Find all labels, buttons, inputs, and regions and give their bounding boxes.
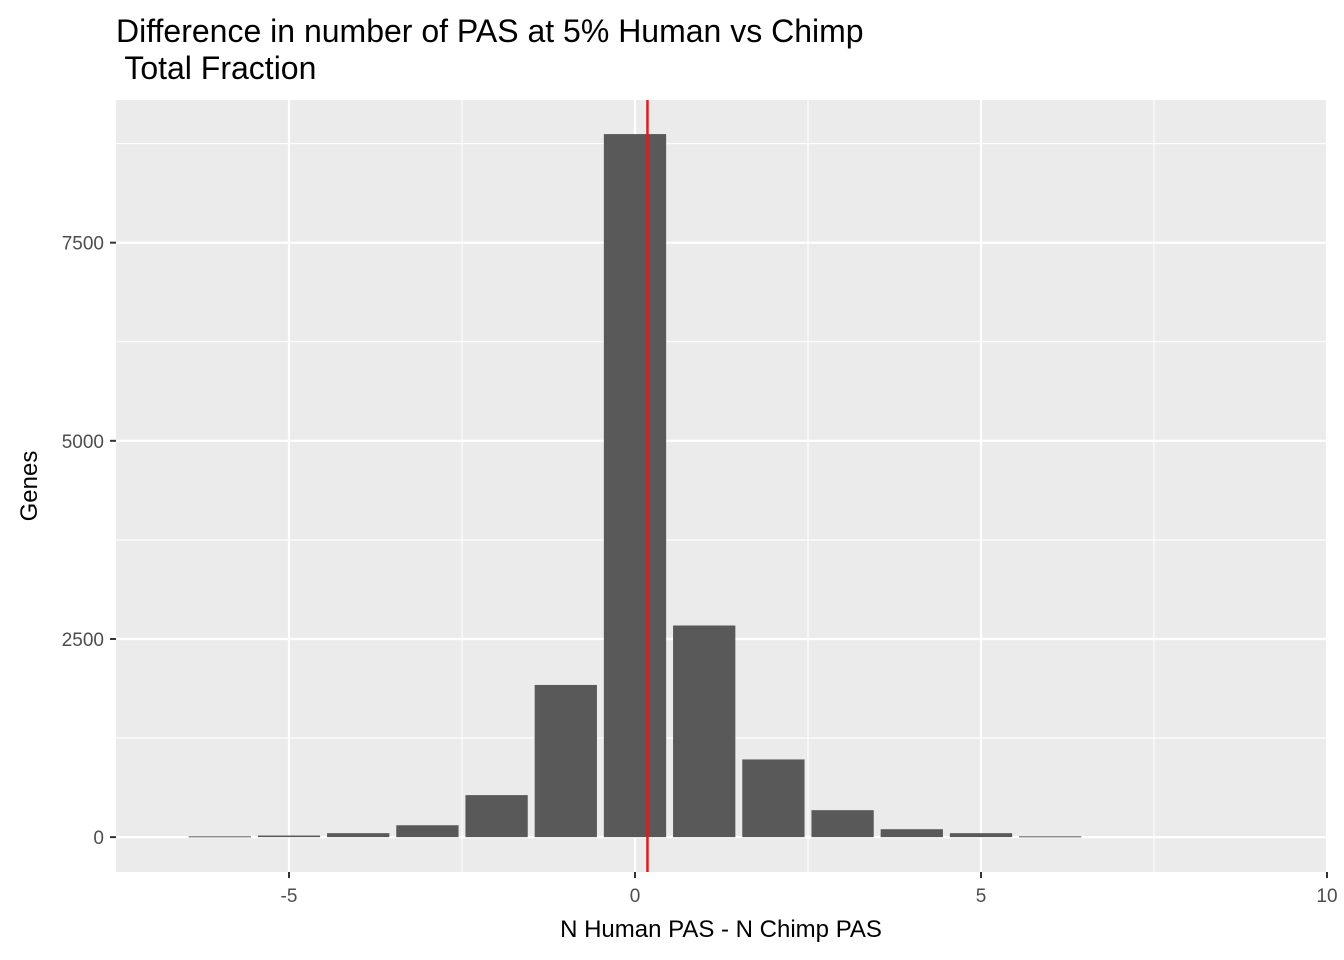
x-axis: -5 0 5 10 xyxy=(281,872,1338,907)
y-tick-label: 7500 xyxy=(62,234,104,255)
bar xyxy=(880,829,943,838)
bar xyxy=(949,833,1013,838)
x-axis-title: N Human PAS - N Chimp PAS xyxy=(560,916,882,943)
x-tick-label: 10 xyxy=(1316,886,1337,907)
chart-title: Difference in number of PAS at 5% Human … xyxy=(116,13,864,86)
bar xyxy=(534,684,597,838)
bar xyxy=(603,134,667,838)
bar xyxy=(465,795,528,838)
x-tick-label: -5 xyxy=(281,886,298,907)
y-tick-label: 5000 xyxy=(62,432,104,453)
y-tick-label: 2500 xyxy=(62,630,104,651)
bar xyxy=(673,625,736,838)
bar xyxy=(396,825,459,838)
y-tick-label: 0 xyxy=(93,828,104,849)
bar xyxy=(327,833,390,838)
bars xyxy=(188,134,1082,838)
x-tick-label: 0 xyxy=(630,886,641,907)
bar xyxy=(811,810,874,838)
y-axis: 0 2500 5000 7500 xyxy=(62,234,116,849)
bar xyxy=(188,836,251,838)
y-axis-title: Genes xyxy=(16,451,43,522)
bar xyxy=(1019,836,1082,838)
x-tick-label: 5 xyxy=(976,886,987,907)
title-line-1: Difference in number of PAS at 5% Human … xyxy=(116,13,864,49)
title-line-2: Total Fraction xyxy=(116,50,316,86)
bar xyxy=(742,759,805,838)
bar xyxy=(257,835,321,838)
